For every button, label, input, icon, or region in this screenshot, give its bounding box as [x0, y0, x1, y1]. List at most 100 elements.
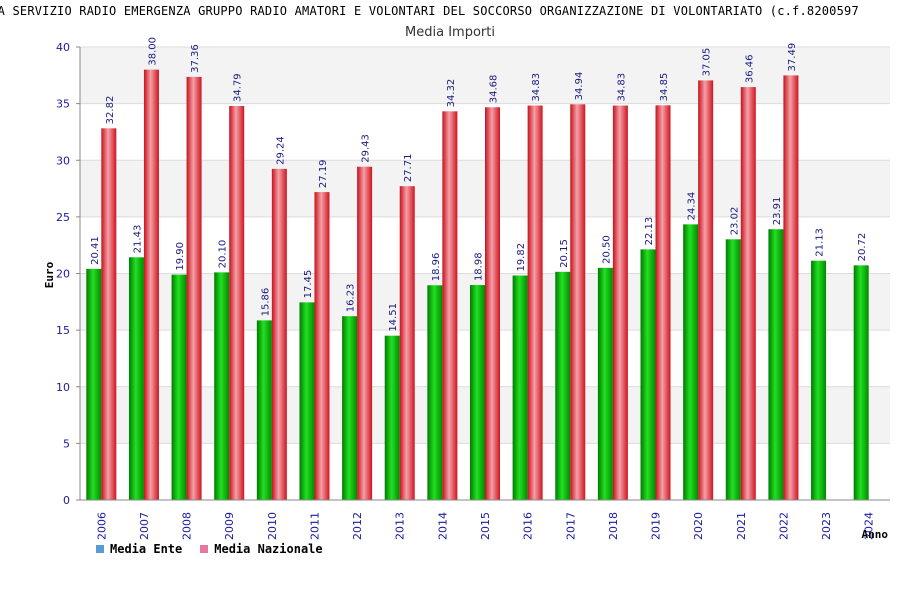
bar-media-ente [470, 285, 485, 500]
bar-media-ente [86, 268, 102, 500]
x-tick-label: 2007 [138, 512, 151, 540]
page-title: ICA ASSISTENZA SERVIZIO RADIO EMERGENZA … [0, 4, 900, 18]
bar-media-nazionale [271, 168, 287, 500]
bar-labels: 20.41 32.82 21.43 38.00 19.90 37.36 20.10 34.79… [90, 37, 868, 332]
x-tick-label: 2009 [223, 512, 236, 540]
bar-media-nazionale [314, 192, 330, 501]
y-axis: 0 5 10 15 20 25 30 35 40 [56, 41, 81, 507]
y-tick-label: 0 [63, 494, 70, 507]
data-label: 34.85 [659, 73, 670, 102]
bar-media-ente [811, 260, 827, 500]
legend-swatch-nazionale [200, 545, 209, 553]
data-label: 34.83 [616, 73, 627, 102]
bar-media-nazionale [698, 80, 714, 500]
data-label: 20.41 [90, 236, 101, 265]
x-tick-label: 2014 [436, 512, 449, 540]
x-tick-label: 2020 [692, 512, 705, 540]
data-label: 32.82 [105, 96, 116, 125]
data-label: 14.51 [388, 303, 399, 332]
legend-item-ente: Media Ente [96, 542, 182, 556]
x-tick-label: 2019 [650, 512, 663, 540]
y-tick-label: 35 [56, 98, 70, 111]
data-label: 34.94 [574, 72, 585, 101]
bar-media-nazionale [612, 105, 628, 501]
x-tick-label: 2022 [777, 512, 790, 540]
x-tick-label: 2008 [181, 512, 194, 540]
bar-media-nazionale [442, 111, 458, 501]
legend-item-nazionale: Media Nazionale [200, 542, 323, 556]
data-label: 36.46 [744, 54, 755, 83]
data-label: 29.24 [275, 136, 286, 165]
bar-media-nazionale [399, 186, 415, 500]
data-label: 37.49 [787, 43, 798, 72]
data-label: 29.43 [361, 134, 372, 163]
bar-media-ente [853, 265, 869, 500]
bar-media-nazionale [357, 166, 373, 500]
x-tick-label: 2016 [522, 512, 535, 540]
bar-media-ente [214, 272, 230, 500]
bar-media-ente [128, 257, 144, 500]
x-tick-label: 2021 [735, 512, 748, 540]
y-axis-label: Euro [43, 261, 56, 288]
bar-media-nazionale [186, 76, 202, 500]
bar-media-ente [768, 229, 784, 501]
bar-media-ente [683, 224, 699, 501]
bar-media-nazionale [783, 75, 799, 500]
x-tick-label: 2013 [394, 512, 407, 540]
y-tick-label: 15 [56, 324, 70, 337]
data-label: 15.86 [260, 288, 271, 317]
legend-swatch-ente [96, 545, 104, 553]
bar-media-ente [512, 275, 528, 500]
bar-media-ente [597, 267, 613, 500]
bar-media-nazionale [570, 104, 586, 500]
y-tick-label: 30 [56, 154, 70, 167]
x-tick-label: 2010 [266, 512, 279, 540]
x-axis: 2006 2007 2008 2009 2010 2011 2012 2013 2014 2015… [80, 499, 890, 540]
data-label: 27.71 [403, 154, 414, 183]
data-label: 38.00 [147, 37, 158, 66]
data-label: 21.43 [132, 225, 143, 254]
bar-media-nazionale [740, 87, 756, 500]
data-label: 34.68 [489, 75, 500, 104]
bar-media-nazionale [143, 69, 159, 501]
bar-media-ente [342, 316, 358, 500]
legend-label-nazionale: Media Nazionale [214, 542, 323, 556]
y-tick-label: 10 [56, 381, 70, 394]
y-tick-label: 25 [56, 211, 70, 224]
data-label: 16.23 [346, 284, 357, 313]
data-label: 21.13 [815, 228, 826, 257]
x-tick-label: 2006 [95, 512, 108, 540]
bar-media-nazionale [655, 105, 671, 500]
data-label: 17.45 [303, 270, 314, 299]
bar-media-ente [640, 249, 656, 500]
data-label: 20.15 [559, 239, 570, 268]
data-label: 20.10 [218, 240, 229, 269]
bar-media-ente [256, 320, 272, 500]
data-label: 20.72 [857, 233, 868, 262]
legend: Media Ente Media Nazionale [96, 542, 323, 556]
x-tick-label: 2011 [308, 512, 321, 540]
x-tick-label: 2017 [564, 512, 577, 540]
data-label: 34.79 [233, 73, 244, 102]
x-tick-label: 2012 [351, 512, 364, 540]
bar-media-nazionale [101, 128, 117, 500]
data-label: 37.36 [190, 44, 201, 73]
bar-media-nazionale [229, 106, 245, 501]
bars [86, 69, 869, 501]
bar-media-ente [555, 271, 571, 500]
x-tick-label: 2018 [607, 512, 620, 540]
bar-media-ente [171, 274, 187, 500]
data-label: 37.05 [702, 48, 713, 77]
bar-media-nazionale [527, 105, 543, 501]
x-tick-label: 2024 [863, 512, 876, 540]
chart-title: Media Importi [405, 25, 495, 40]
data-label: 18.96 [431, 253, 442, 282]
data-label: 20.50 [601, 235, 612, 264]
data-label: 18.98 [474, 252, 485, 281]
legend-label-ente: Media Ente [110, 542, 183, 556]
x-tick-label: 2015 [479, 512, 492, 540]
data-label: 27.19 [318, 159, 329, 188]
y-tick-label: 20 [56, 268, 70, 281]
data-label: 19.90 [175, 242, 186, 271]
data-label: 22.13 [644, 217, 655, 246]
